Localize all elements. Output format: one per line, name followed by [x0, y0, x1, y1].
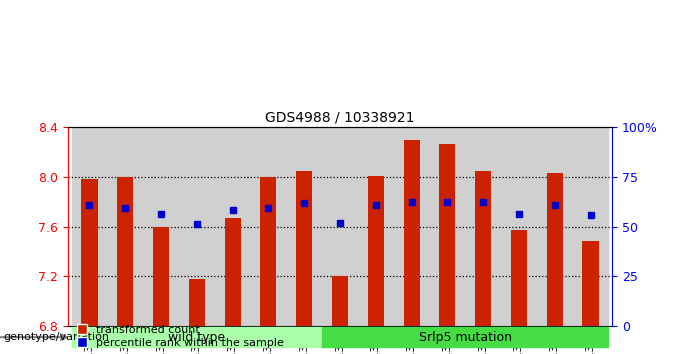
Bar [573, 127, 609, 326]
Bar [143, 127, 179, 326]
Bar [547, 173, 563, 326]
Bar [322, 127, 358, 326]
Bar [296, 171, 312, 326]
Bar [322, 327, 609, 347]
Bar [250, 127, 286, 326]
Bar [332, 276, 348, 326]
Bar [286, 127, 322, 326]
Bar [430, 127, 465, 326]
Bar [153, 227, 169, 326]
Bar [189, 279, 205, 326]
Text: genotype/variation: genotype/variation [3, 332, 109, 342]
Bar [358, 127, 394, 326]
Bar [394, 127, 430, 326]
Bar [179, 127, 215, 326]
Text: Srlp5 mutation: Srlp5 mutation [419, 331, 512, 344]
Bar [403, 140, 420, 326]
Bar [82, 179, 97, 326]
Bar [511, 230, 527, 326]
Bar [465, 127, 501, 326]
Bar [537, 127, 573, 326]
Bar [475, 171, 491, 326]
Bar [71, 327, 322, 347]
Bar [107, 127, 143, 326]
Bar [224, 218, 241, 326]
Bar [501, 127, 537, 326]
Bar [439, 143, 456, 326]
Bar [260, 177, 277, 326]
Bar [583, 241, 598, 326]
Title: GDS4988 / 10338921: GDS4988 / 10338921 [265, 111, 415, 125]
Bar [368, 176, 384, 326]
Legend: transformed count, percentile rank within the sample: transformed count, percentile rank withi… [73, 321, 288, 352]
Bar [71, 127, 107, 326]
Text: wild type: wild type [168, 331, 225, 344]
Bar [117, 177, 133, 326]
Bar [215, 127, 250, 326]
